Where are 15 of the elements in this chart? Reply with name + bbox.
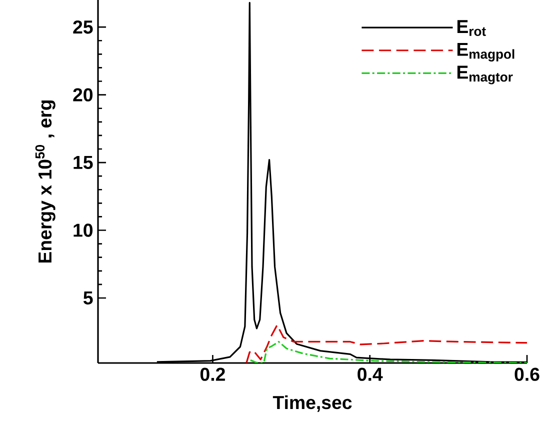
legend-label: E$_{rot}$ <box>457 20 486 36</box>
x-tick-label: 0.2 <box>200 368 225 381</box>
y-tick-label: 25 <box>73 20 93 34</box>
legend-label: E$_{magpol}$ <box>457 42 514 62</box>
x-tick-label: 0.4 <box>358 368 383 381</box>
y-tick-label: 15 <box>74 156 93 170</box>
x-axis-title: Time,sec <box>272 395 352 412</box>
y-tick-label: 5 <box>83 291 93 305</box>
y-tick-label: 20 <box>73 88 93 102</box>
legend-label: E$_{magtor}$ <box>457 66 513 84</box>
y-axis-title: Energy x 10$^{50}$ , erg <box>35 100 56 263</box>
line-series <box>246 324 527 363</box>
line-series <box>250 340 527 363</box>
y-tick-label: 10 <box>74 224 93 237</box>
x-tick-label: 0.6 <box>514 368 540 381</box>
